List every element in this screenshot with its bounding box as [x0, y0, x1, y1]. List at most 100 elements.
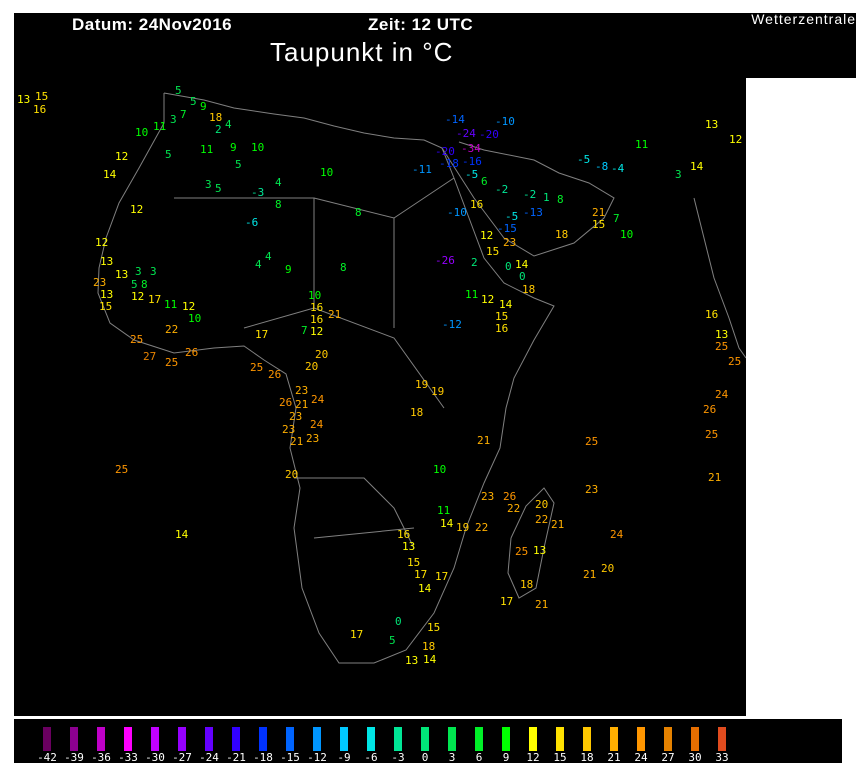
station-value: 25	[715, 340, 728, 353]
station-value: 16	[397, 528, 410, 541]
color-legend: -42 -39 -36 -33 -30 -27 -24 -21 -18 -15 -12 -9 -6 -3 0…	[14, 719, 842, 764]
legend-label: -3	[391, 751, 405, 764]
station-value: 20	[315, 348, 328, 361]
station-value: 17	[255, 328, 268, 341]
time-label: Zeit: 12 UTC	[368, 15, 474, 34]
station-value: -24	[456, 127, 476, 140]
station-value: -11	[412, 163, 432, 176]
station-value: 22	[507, 502, 520, 515]
legend-swatch	[664, 727, 672, 751]
station-value: 12	[130, 203, 143, 216]
legend-swatch	[556, 727, 564, 751]
station-value: 23	[306, 432, 319, 445]
station-value: 7	[180, 108, 187, 121]
station-value: -5	[505, 210, 518, 223]
station-value: 19	[456, 521, 469, 534]
station-value: 24	[715, 388, 729, 401]
station-value: 2	[471, 256, 478, 269]
station-value: -5	[465, 168, 478, 181]
station-value: 11	[164, 298, 177, 311]
station-value: 6	[481, 175, 488, 188]
station-value: 17	[435, 570, 448, 583]
station-value: 10	[433, 463, 446, 476]
station-value: 11	[635, 138, 648, 151]
station-value: 2	[215, 123, 222, 136]
border-line	[174, 197, 315, 329]
legend-label: -6	[364, 751, 378, 764]
station-value: 18	[522, 283, 535, 296]
legend-label: 33	[715, 751, 729, 764]
station-value: 24	[610, 528, 624, 541]
station-value: 17	[500, 595, 513, 608]
legend-label: 0	[421, 751, 429, 764]
station-value: 14	[515, 258, 529, 271]
map-header: Datum: 24Nov2016 Zeit: 12 UTC Wetterzent…	[14, 11, 856, 78]
station-value: 10	[251, 141, 264, 154]
station-value: 18	[410, 406, 423, 419]
station-value: 25	[165, 356, 178, 369]
station-value: 12	[481, 293, 494, 306]
station-value: 22	[165, 323, 178, 336]
station-value: 3	[170, 113, 177, 126]
station-value: 3	[135, 265, 142, 278]
station-value: 17	[148, 293, 161, 306]
border-line	[507, 487, 555, 599]
station-value: 21	[551, 518, 564, 531]
border-line	[294, 477, 415, 549]
station-value: 18	[555, 228, 568, 241]
station-value: 21	[477, 434, 490, 447]
station-value: 13	[705, 118, 718, 131]
legend-swatch	[151, 727, 159, 751]
station-value: 14	[423, 653, 437, 666]
station-value: 10	[308, 289, 321, 302]
station-value: 24	[311, 393, 325, 406]
station-value: 3	[150, 265, 157, 278]
station-value: 16	[705, 308, 718, 321]
border-line	[441, 141, 615, 257]
legend-label: -36	[91, 751, 111, 764]
station-value: -5	[577, 153, 590, 166]
station-value: 14	[418, 582, 432, 595]
legend-label: 6	[475, 751, 483, 764]
station-value: 13	[17, 93, 30, 106]
border-line	[313, 307, 445, 409]
station-value: 23	[503, 236, 516, 249]
station-value: 3	[205, 178, 212, 191]
legend-swatch	[691, 727, 699, 751]
station-value: 9	[200, 100, 207, 113]
station-value: 23	[481, 490, 494, 503]
legend-label: 18	[580, 751, 594, 764]
station-value: 3	[675, 168, 682, 181]
station-value: 15	[486, 245, 499, 258]
station-value: 25	[115, 463, 128, 476]
station-value: 15	[427, 621, 440, 634]
station-value: 23	[295, 384, 308, 397]
legend-label: 21	[607, 751, 621, 764]
legend-swatch	[502, 727, 510, 751]
station-value: 13	[405, 654, 418, 667]
station-value: -13	[523, 206, 543, 219]
station-value: 21	[290, 435, 303, 448]
station-value: 25	[250, 361, 263, 374]
legend-swatch	[637, 727, 645, 751]
legend-label: 27	[661, 751, 675, 764]
legend-swatch	[205, 727, 213, 751]
border-line	[97, 92, 555, 664]
station-value: 5	[175, 84, 182, 97]
station-value: 8	[340, 261, 347, 274]
station-value: -8	[595, 160, 608, 173]
station-value: 22	[475, 521, 488, 534]
legend-label: -12	[307, 751, 327, 764]
station-value: 4	[275, 176, 282, 189]
station-value: -10	[495, 115, 515, 128]
station-value: 5	[389, 634, 396, 647]
station-value: 10	[188, 312, 201, 325]
station-value: 14	[103, 168, 117, 181]
brand-label: Wetterzentrale	[751, 11, 856, 27]
legend-swatch	[529, 727, 537, 751]
legend-label: 30	[688, 751, 702, 764]
legend-label: 9	[502, 751, 510, 764]
station-value: -15	[497, 222, 517, 235]
station-value: 22	[535, 513, 548, 526]
station-value: 15	[407, 556, 420, 569]
